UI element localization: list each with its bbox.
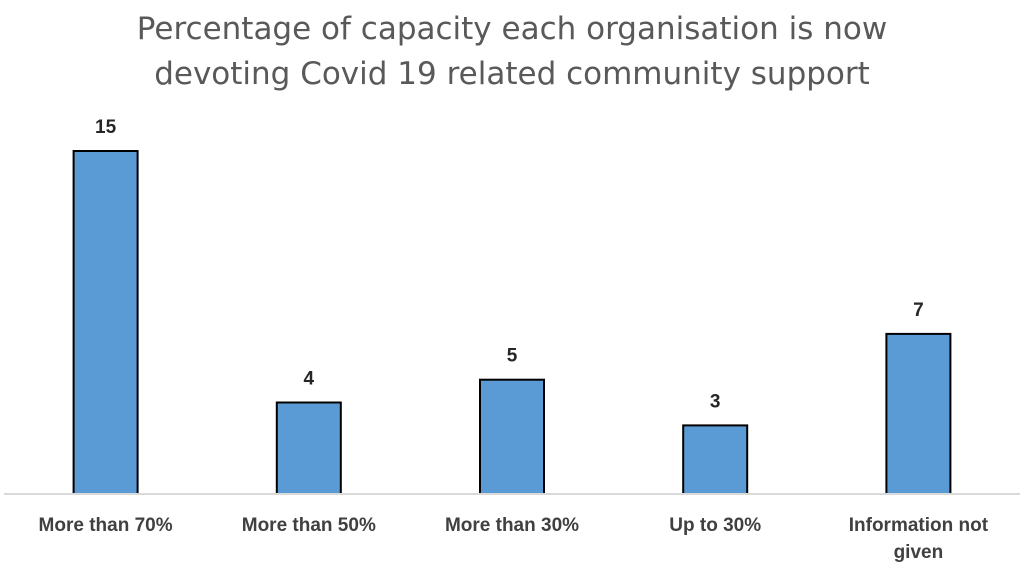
chart-title-line-1: Percentage of capacity each organisation… bbox=[137, 11, 887, 47]
bar-3 bbox=[682, 424, 749, 495]
bar-2 bbox=[479, 378, 545, 496]
category-label-3: Up to 30% bbox=[669, 515, 761, 536]
bars-layer bbox=[72, 150, 952, 496]
data-label-3: 3 bbox=[710, 391, 721, 412]
data-label-1: 4 bbox=[304, 369, 315, 390]
bar-1 bbox=[275, 401, 342, 495]
category-label-2: More than 30% bbox=[445, 515, 579, 536]
category-label-4-line-1: given bbox=[894, 542, 944, 563]
bar-4 bbox=[885, 332, 952, 495]
category-label-0: More than 70% bbox=[39, 515, 173, 536]
data-label-4: 7 bbox=[913, 300, 924, 321]
chart-title-line-2: devoting Covid 19 related community supp… bbox=[154, 56, 870, 92]
category-label-1: More than 50% bbox=[242, 515, 376, 536]
category-label-4-line-0: Information not bbox=[849, 515, 989, 536]
data-label-0: 15 bbox=[95, 117, 117, 138]
bar-0 bbox=[72, 150, 139, 495]
data-label-2: 5 bbox=[507, 346, 518, 367]
labels-layer: 15 More than 70% 4 More than 50% 5 More than … bbox=[39, 117, 989, 563]
